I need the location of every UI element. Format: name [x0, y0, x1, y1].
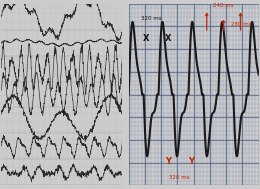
Text: X: X: [142, 34, 149, 43]
Text: Y: Y: [165, 157, 171, 166]
Text: 320 ms: 320 ms: [141, 16, 162, 21]
Text: X: X: [164, 34, 171, 43]
Text: 320 ms: 320 ms: [169, 175, 190, 180]
Text: 240 ms: 240 ms: [213, 3, 234, 8]
Text: Y: Y: [188, 157, 194, 166]
Text: 280 ms: 280 ms: [231, 22, 252, 27]
